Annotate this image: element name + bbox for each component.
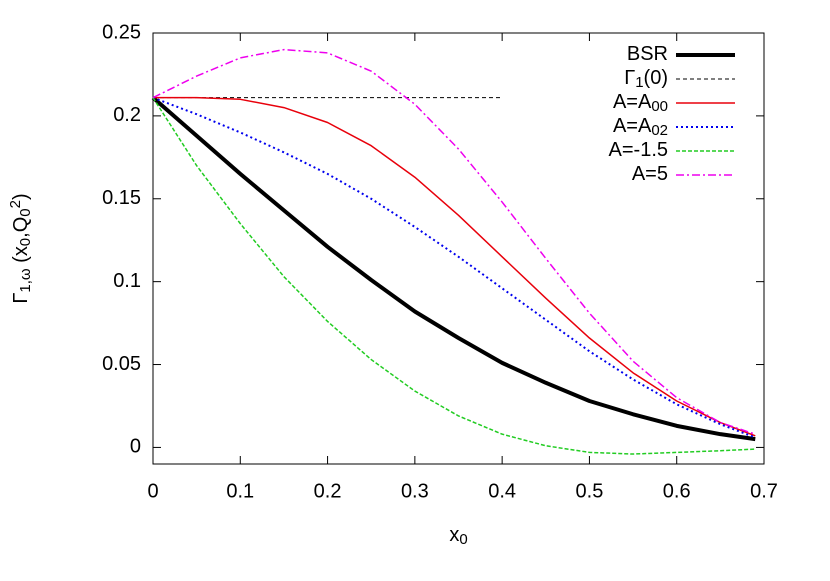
legend-label: A=A00 xyxy=(613,91,668,115)
text-segment: x xyxy=(449,524,459,546)
x-tick-label: 0.7 xyxy=(750,480,778,502)
subscript: 0 xyxy=(17,208,34,216)
text-segment: (x xyxy=(10,246,32,268)
y-tick-label: 0.25 xyxy=(102,21,141,43)
y-tick-label: 0.15 xyxy=(102,187,141,209)
x-tick-label: 0.4 xyxy=(488,480,516,502)
text-segment: Γ xyxy=(624,67,635,89)
x-tick-label: 0.1 xyxy=(226,480,254,502)
y-axis-label: Γ1,ω (x0,Q02) xyxy=(7,193,35,303)
x-tick-label: 0.3 xyxy=(401,480,429,502)
y-tick-label: 0.2 xyxy=(113,104,141,126)
series-line xyxy=(152,96,756,439)
y-tick-label: 0.1 xyxy=(113,270,141,292)
x-tick-label: 0.5 xyxy=(576,480,604,502)
y-tick-label: 0 xyxy=(130,436,141,458)
text-segment: A=-1.5 xyxy=(609,139,668,161)
subscript: 0 xyxy=(459,531,467,548)
superscript: 2 xyxy=(7,200,24,208)
legend-label: A=5 xyxy=(632,163,668,185)
text-segment: ) xyxy=(10,193,32,200)
legend-label: A=-1.5 xyxy=(609,139,668,161)
legend-label: Γ1(0) xyxy=(624,67,668,91)
series-line xyxy=(152,97,756,455)
y-tick-label: 0.05 xyxy=(102,353,141,375)
series-line xyxy=(152,48,756,435)
subscript: 02 xyxy=(651,122,668,139)
text-segment: (0) xyxy=(644,67,668,89)
subscript: 00 xyxy=(651,98,668,115)
subscript: 1 xyxy=(635,74,643,91)
x-tick-label: 0.2 xyxy=(314,480,342,502)
text-segment: A=A xyxy=(613,91,652,113)
legend-label: BSR xyxy=(627,43,668,65)
x-tick-label: 0 xyxy=(147,480,158,502)
series-line xyxy=(153,96,756,437)
subscript: 0 xyxy=(17,238,34,246)
legend-label: A=A02 xyxy=(613,115,668,139)
x-axis-label: x0 xyxy=(449,524,467,548)
series-line xyxy=(151,96,756,442)
text-segment: BSR xyxy=(627,43,668,65)
text-segment: ,Q xyxy=(10,217,32,238)
x-tick-label: 0.6 xyxy=(663,480,691,502)
text-segment: A=A xyxy=(613,115,652,137)
subscript: 1,ω xyxy=(17,268,34,293)
text-segment: A=5 xyxy=(632,163,668,185)
text-segment: Γ xyxy=(10,293,32,304)
plot-frame xyxy=(152,32,765,465)
